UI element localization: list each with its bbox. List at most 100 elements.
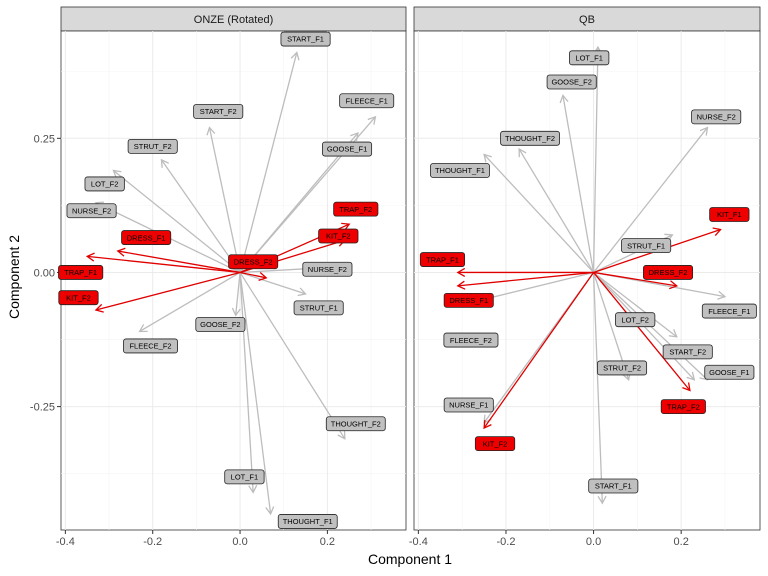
label-strut-f2: STRUT_F2 [127,138,178,154]
label-lot-f1: LOT_F1 [224,469,265,485]
label-box [660,399,706,414]
label-thought-f2: THOUGHT_F2 [325,416,386,432]
label-start-f2: START_F2 [193,104,244,119]
label-box [193,104,244,119]
label-kit-f2: KIT_F2 [318,228,359,244]
arrow-dress-f2 [239,271,268,281]
label-text: START_F1 [595,482,632,491]
label-box [443,292,494,308]
label-text: NURSE_F2 [697,113,736,122]
label-box [318,228,359,244]
label-box [419,252,466,267]
label-fleece-f1: FLEECE_F1 [701,303,757,319]
label-box [322,141,373,157]
label-box [84,176,125,192]
y-tick-label: 0.25 [34,133,55,145]
label-box [569,50,610,66]
label-fleece-f2: FLEECE_F2 [443,332,499,348]
label-trap-f1: TRAP_F1 [419,252,466,267]
label-text: DRESS_F1 [127,233,166,242]
label-box [615,312,656,328]
label-box [597,360,648,376]
label-box [325,416,386,432]
arrow-start-f1 [239,51,300,273]
label-text: THOUGHT_F1 [435,166,485,175]
label-box [121,230,172,245]
label-strut-f2: STRUT_F2 [597,360,648,376]
label-kit-f1: KIT_F1 [709,207,750,222]
label-text: TRAP_F1 [426,255,459,264]
y-tick-label: -0.25 [30,402,55,414]
label-start-f2: START_F2 [662,344,713,360]
x-tick-label: 0.0 [232,536,247,548]
label-text: TRAP_F2 [339,205,372,214]
arrow-goose-f2 [559,94,595,273]
gridlines [61,31,406,530]
label-box [123,338,178,354]
label-goose-f1: GOOSE_F1 [322,141,373,157]
label-text: START_F2 [669,348,706,357]
label-dress-f2: DRESS_F2 [228,254,279,270]
label-box [228,254,279,270]
arrow-nurse-f2 [593,126,709,273]
label-text: KIT_F2 [66,293,91,302]
label-text: GOOSE_F2 [200,320,240,329]
label-text: GOOSE_F1 [709,368,749,377]
label-box [443,332,499,348]
label-strut-f1: STRUT_F1 [293,300,344,316]
facet-strip [60,6,407,32]
label-text: GOOSE_F1 [327,145,367,154]
arrow-thought-f2 [518,147,595,273]
label-text: STRUT_F1 [300,304,338,313]
label-box [701,303,757,319]
label-text: STRUT_F2 [603,364,641,373]
arrow-lot-f1 [592,45,603,273]
x-axis-title: Component 1 [368,551,452,567]
label-box [430,163,490,178]
x-tick-label: -0.2 [496,536,515,548]
label-box [588,478,639,494]
label-box [280,31,331,47]
label-thought-f1: THOUGHT_F1 [430,163,490,178]
label-text: LOT_F2 [621,315,649,324]
label-text: STRUT_F1 [627,241,665,250]
label-strut-f1: STRUT_F1 [621,238,672,254]
label-text: GOOSE_F2 [551,78,591,87]
label-box [443,397,494,413]
arrow-start-f2 [206,126,241,273]
arrow-kit-f2 [483,272,595,430]
label-box [302,261,353,277]
label-box [691,109,742,125]
x-tick-label: -0.2 [143,536,162,548]
label-text: THOUGHT_F2 [331,419,381,428]
label-text: KIT_F2 [326,232,351,241]
arrow-fleece-f2 [138,271,241,333]
label-box [546,74,597,90]
label-text: THOUGHT_F2 [505,134,555,143]
label-lot-f2: LOT_F2 [84,176,125,192]
y-axis-title: Component 2 [6,235,22,319]
label-box [621,238,672,254]
label-box [662,344,713,360]
label-box [339,93,395,109]
arrow-kit-f2 [94,271,241,313]
arrow-lot-f2 [593,271,678,338]
label-goose-f2: GOOSE_F2 [195,317,246,332]
label-text: DRESS_F2 [234,257,273,266]
label-trap-f2: TRAP_F2 [333,201,379,217]
arrow-trap-f1 [85,252,241,274]
label-lot-f1: LOT_F1 [569,50,610,66]
label-start-f1: START_F1 [280,31,331,47]
label-text: FLEECE_F2 [129,342,171,351]
label-text: TRAP_F1 [64,268,97,277]
label-box [500,130,560,146]
facet-panels: ONZE (Rotated) -0.4 -0.2 0.0 0.2 -0.25 0.00 0.2… [30,6,761,548]
label-text: NURSE_F2 [72,206,111,215]
label-text: THOUGHT_F1 [283,517,333,526]
label-start-f1: START_F1 [588,478,639,494]
arrow-goose-f2 [231,272,241,317]
arrow-thought-f2 [239,272,346,440]
label-text: NURSE_F2 [308,265,347,274]
label-text: LOT_F2 [91,180,119,189]
label-text: START_F2 [200,107,237,116]
